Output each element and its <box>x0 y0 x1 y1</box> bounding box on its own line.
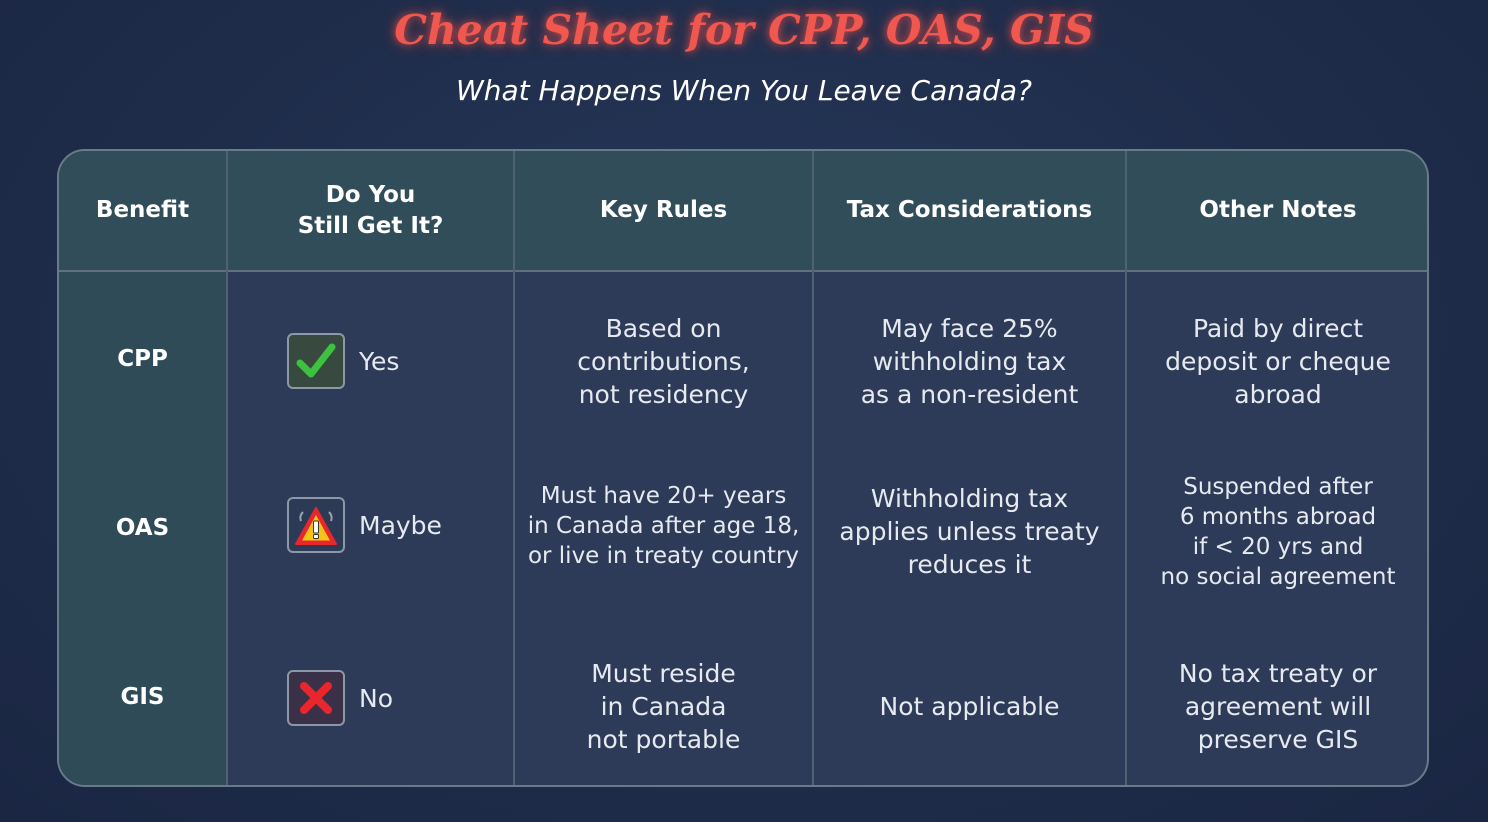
text-line: Must reside <box>591 658 736 688</box>
status-label-cpp: Yes <box>359 346 400 376</box>
text-line: Must have 20+ years <box>540 483 787 509</box>
column-divider <box>226 151 228 785</box>
column-divider <box>812 151 814 785</box>
tax-gis: Not applicable <box>879 691 1060 721</box>
status-label-oas: Maybe <box>359 510 442 540</box>
text-line: Based on <box>605 313 722 343</box>
text-line: abroad <box>1234 379 1322 409</box>
benefit-gis: GIS <box>120 684 165 710</box>
warning-triangle-icon <box>287 497 345 553</box>
key-rules-cpp: Based on contributions, not residency <box>515 311 812 411</box>
text-line: no social agreement <box>1160 564 1396 590</box>
column-divider <box>1125 151 1127 785</box>
text-line: Withholding tax <box>870 483 1069 513</box>
status-gis: No <box>287 668 393 728</box>
text-line: withholding tax <box>872 346 1067 376</box>
text-line: if < 20 yrs and <box>1192 534 1364 560</box>
text-line: Paid by direct <box>1192 313 1364 343</box>
text-line: applies unless treaty <box>839 516 1100 546</box>
text-line: contributions, <box>577 346 750 376</box>
tax-oas: Withholding tax applies unless treaty re… <box>814 476 1125 586</box>
header-still-get-it: Do You Still Get It? <box>228 151 513 270</box>
notes-oas: Suspended after 6 months abroad if < 20 … <box>1127 469 1427 595</box>
text-line: No tax treaty or <box>1178 658 1378 688</box>
page-subtitle: What Happens When You Leave Canada? <box>456 74 1032 107</box>
page-title: Cheat Sheet for CPP, OAS, GIS <box>394 6 1094 54</box>
benefit-oas: OAS <box>115 515 170 541</box>
status-oas: Maybe <box>287 495 442 555</box>
table-header-row <box>59 151 1427 272</box>
text-line: or live in treaty country <box>527 543 800 569</box>
status-label-gis: No <box>359 683 393 713</box>
header-still-get-line1: Do You <box>325 181 416 208</box>
header-other-notes: Other Notes <box>1199 197 1357 223</box>
text-line: in Canada <box>600 691 727 721</box>
notes-cpp: Paid by direct deposit or cheque abroad <box>1127 311 1427 411</box>
text-line: not portable <box>586 724 741 754</box>
status-cpp: Yes <box>287 331 399 391</box>
text-line: Suspended after <box>1183 474 1373 500</box>
text-line: deposit or cheque <box>1165 346 1391 376</box>
red-x-icon <box>287 670 345 726</box>
text-line: agreement will <box>1184 691 1372 721</box>
key-rules-oas: Must have 20+ years in Canada after age … <box>515 476 812 576</box>
text-line: May face 25% <box>881 313 1058 343</box>
text-line: in Canada after age 18, <box>527 513 800 539</box>
header-benefit: Benefit <box>95 197 190 223</box>
benefit-column <box>59 272 226 785</box>
tax-cpp: May face 25% withholding tax as a non-re… <box>814 311 1125 411</box>
header-tax-considerations: Tax Considerations <box>846 197 1093 223</box>
benefits-table: Benefit Do You Still Get It? Key Rules T… <box>57 149 1429 787</box>
text-line: as a non-resident <box>860 379 1079 409</box>
header-key-rules: Key Rules <box>599 197 728 223</box>
key-rules-gis: Must reside in Canada not portable <box>515 656 812 756</box>
text-line: reduces it <box>907 549 1032 579</box>
column-divider <box>513 151 515 785</box>
benefit-cpp: CPP <box>117 346 168 372</box>
header-still-get-line2: Still Get It? <box>297 212 444 239</box>
green-checkmark-icon <box>287 333 345 389</box>
notes-gis: No tax treaty or agreement will preserve… <box>1127 656 1427 756</box>
text-line: preserve GIS <box>1197 724 1359 754</box>
text-line: 6 months abroad <box>1179 504 1377 530</box>
text-line: not residency <box>578 379 749 409</box>
